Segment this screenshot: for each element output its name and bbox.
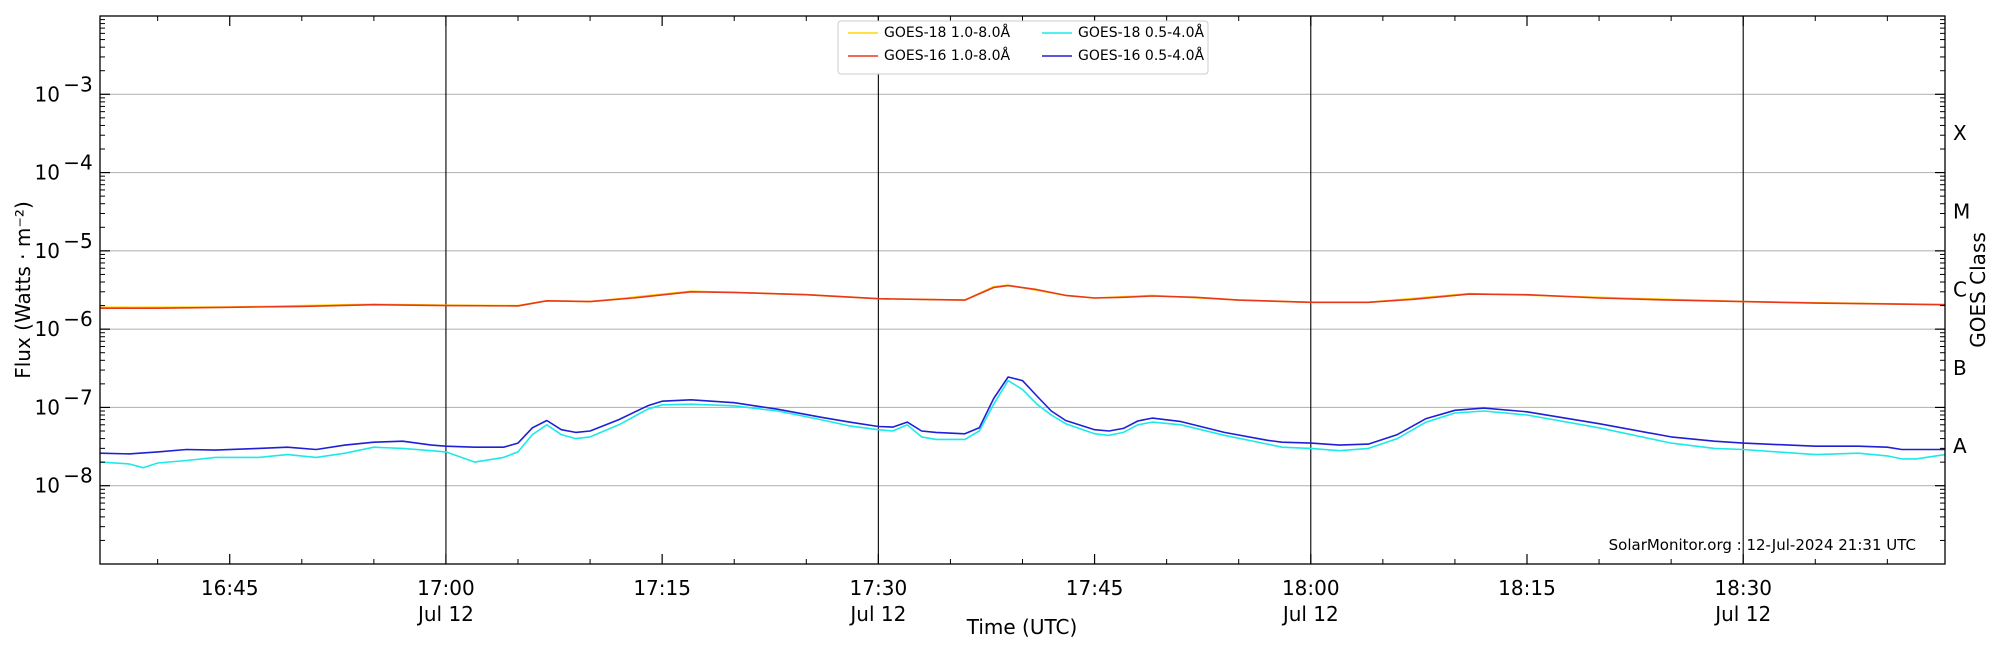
x-tick-date-label: Jul 12	[1281, 602, 1339, 626]
y-tick-exponent: −7	[63, 385, 92, 409]
x-axis-label: Time (UTC)	[966, 615, 1078, 639]
x-tick-date-label: Jul 12	[1713, 602, 1771, 626]
goes-class-label: B	[1953, 356, 1967, 380]
y-tick-exponent: −3	[63, 72, 92, 96]
day-separator-lines	[445, 16, 1744, 564]
y2-axis-label: GOES Class	[1966, 232, 1990, 348]
legend-entry-label: GOES-16 0.5-4.0Å	[1078, 47, 1204, 64]
y-tick-label: 10	[35, 82, 60, 106]
y-tick-label: 10	[35, 239, 60, 263]
plot-background	[100, 16, 1945, 564]
y-tick-label: 10	[35, 161, 60, 185]
y-tick-label: 10	[35, 395, 60, 419]
credit-text: SolarMonitor.org : 12-Jul-2024 21:31 UTC	[1609, 536, 1916, 554]
series-line	[99, 379, 1946, 469]
x-tick-label: 16:45	[201, 576, 259, 600]
x-tick-date-label: Jul 12	[848, 602, 906, 626]
goes-class-label: M	[1953, 199, 1970, 223]
x-tick-label: 18:15	[1498, 576, 1556, 600]
legend-entry-label: GOES-18 0.5-4.0Å	[1078, 24, 1204, 41]
axis-ticks	[100, 16, 1945, 564]
grid-lines	[100, 93, 1945, 487]
y-tick-exponent: −4	[63, 151, 92, 175]
goes-class-label: A	[1953, 434, 1967, 458]
x-tick-label: 17:45	[1066, 576, 1124, 600]
y-tick-exponent: −6	[63, 307, 92, 331]
x-tick-label: 17:15	[633, 576, 691, 600]
goes-class-labels: A B C M X	[1953, 121, 1970, 458]
y-tick-exponent: −5	[63, 229, 92, 253]
x-tick-label: 17:30	[850, 576, 908, 600]
plot-frame	[99, 15, 1946, 565]
x-tick-date-label: Jul 12	[416, 602, 474, 626]
legend-entry-label: GOES-18 1.0-8.0Å	[884, 24, 1010, 41]
y-tick-exponent: −8	[63, 464, 92, 488]
x-tick-label: 18:00	[1282, 576, 1340, 600]
goes-class-label: X	[1953, 121, 1967, 145]
y-axis-tick-labels: 10−810−710−610−510−410−3	[35, 72, 93, 497]
x-tick-label: 17:00	[417, 576, 475, 600]
series-line	[100, 284, 1946, 309]
y-axis-label: Flux (Watts · m⁻²)	[11, 201, 35, 379]
legend-entry-label: GOES-16 1.0-8.0Å	[884, 47, 1010, 64]
x-tick-label: 18:30	[1714, 576, 1772, 600]
legend: GOES-18 1.0-8.0Å GOES-16 1.0-8.0Å GOES-18 …	[837, 20, 1209, 75]
y-tick-label: 10	[35, 474, 60, 498]
legend-box	[837, 20, 1209, 75]
series-layer	[99, 284, 1946, 469]
goes-class-label: C	[1953, 278, 1967, 302]
y-tick-label: 10	[35, 317, 60, 341]
series-line	[99, 376, 1945, 455]
